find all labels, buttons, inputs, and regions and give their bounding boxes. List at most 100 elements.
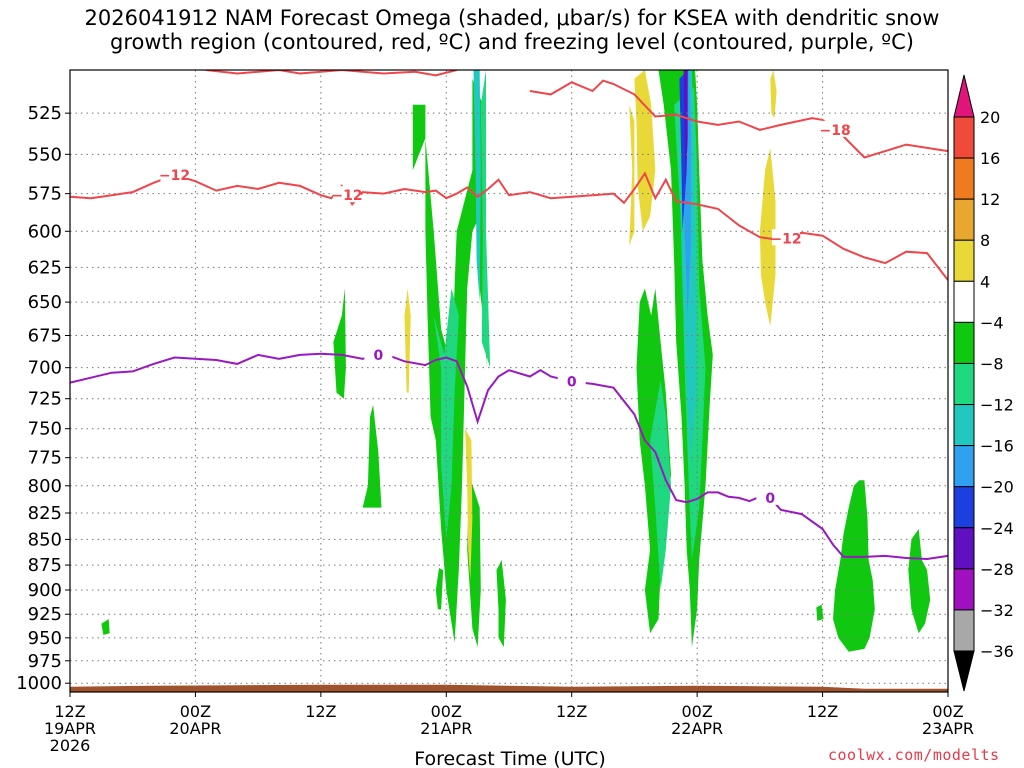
x-axis-label: Forecast Time (UTC) xyxy=(414,748,605,768)
terrain-layer xyxy=(70,684,948,692)
y-tick-label-650: 650 xyxy=(28,292,62,313)
contour-label-bg-0-0 xyxy=(160,165,189,182)
contour-label--12-0: −12 xyxy=(159,168,190,184)
x-tick-label-3-1: 00Z xyxy=(431,702,462,721)
omega-region-4 xyxy=(362,404,382,508)
terrain-surface xyxy=(70,684,948,692)
x-tick-label-5-2: 22APR xyxy=(671,719,723,738)
contour-label-bg-3-0 xyxy=(364,345,393,362)
x-tick-label-0-1: 12Z xyxy=(54,702,85,721)
x-tick-label-1-2: 20APR xyxy=(169,719,221,738)
omega-region-23 xyxy=(629,104,635,246)
y-tick-label-925: 925 xyxy=(28,604,62,625)
omega-region-8 xyxy=(833,480,875,652)
y-tick-label-700: 700 xyxy=(28,358,62,379)
y-tick-label-900: 900 xyxy=(28,580,62,601)
omega-region-14 xyxy=(650,380,671,590)
contour-label--12-1: −12 xyxy=(331,188,362,204)
omega-region-16 xyxy=(473,70,481,303)
y-tick-label-825: 825 xyxy=(28,503,62,524)
y-tick-label-525: 525 xyxy=(28,103,62,124)
omega-region-0 xyxy=(412,78,489,643)
contour-label-bg-1-0 xyxy=(821,120,850,137)
colorbar-bottom-triangle xyxy=(953,650,975,692)
omega-shading-layer xyxy=(101,70,931,652)
colorbar-box-4 xyxy=(953,280,975,323)
colorbar-box-5 xyxy=(953,321,975,364)
x-tick-label-6-1: 12Z xyxy=(807,702,838,721)
contour-label-bg-0-2 xyxy=(771,229,800,246)
colorbar-box-7 xyxy=(953,404,975,447)
colorbar-label-0: 20 xyxy=(980,108,1000,127)
omega-region-26 xyxy=(770,70,777,119)
colorbar-box-9 xyxy=(953,486,975,529)
plot-frame xyxy=(69,69,949,693)
site-credit: coolwx.com/modelts xyxy=(828,746,1000,764)
x-tick-label-1-1: 00Z xyxy=(180,702,211,721)
colorbar-box-11 xyxy=(953,568,975,611)
omega-region-24 xyxy=(634,70,656,232)
x-tick-label-0-3: 2026 xyxy=(50,736,91,755)
omega-region-9 xyxy=(908,529,931,634)
omega-region-12 xyxy=(433,288,459,540)
colorbar-label-1: 16 xyxy=(980,149,1000,168)
x-tick-label-2-1: 12Z xyxy=(305,702,336,721)
omega-region-2 xyxy=(496,560,506,648)
y-tick-label-850: 850 xyxy=(28,529,62,550)
contour-0-line xyxy=(70,352,948,561)
colorbar-box-6 xyxy=(953,362,975,406)
x-tick-label-5-1: 00Z xyxy=(681,702,712,721)
x-tick-label-0-2: 19APR xyxy=(44,719,96,738)
contour--12-line xyxy=(70,171,948,281)
colorbar-label-9: −20 xyxy=(980,478,1014,497)
colorbar-label-4: 4 xyxy=(980,272,990,291)
omega-region-22 xyxy=(465,428,473,581)
y-tick-label-800: 800 xyxy=(28,476,62,497)
y-tick-label-725: 725 xyxy=(28,389,62,410)
colorbar-label-7: −12 xyxy=(980,396,1014,415)
contour-label-bg-3-1 xyxy=(557,372,586,389)
omega-region-3 xyxy=(333,288,346,399)
omega-region-25 xyxy=(759,147,776,327)
colorbar-label-2: 12 xyxy=(980,190,1000,209)
contour-label--12-2: −12 xyxy=(770,231,801,247)
colorbar-label-6: −8 xyxy=(980,354,1004,373)
x-tick-label-7-2: 23APR xyxy=(922,719,974,738)
x-tick-label-3-2: 21APR xyxy=(420,719,472,738)
colorbar-label-5: −4 xyxy=(980,313,1004,332)
omega-region-5 xyxy=(435,568,444,610)
contour-label-bg-0-1 xyxy=(332,186,361,203)
x-tick-label-4-1: 12Z xyxy=(556,702,587,721)
chart-title-line2: growth region (contoured, red, ºC) and f… xyxy=(110,30,914,54)
y-tick-label-950: 950 xyxy=(28,628,62,649)
colorbar-label-10: −24 xyxy=(980,519,1014,538)
colorbar-box-3 xyxy=(953,239,975,282)
pressure-axis: 525 550 575 600 625 650 675 700 725 750 775 800 825 8… xyxy=(16,103,70,694)
y-tick-label-600: 600 xyxy=(28,221,62,242)
contour--18-fragment-line xyxy=(205,70,457,77)
colorbar-box-8 xyxy=(953,445,975,488)
y-tick-label-975: 975 xyxy=(28,651,62,672)
contour-label-0-2: 0 xyxy=(765,491,775,507)
y-tick-label-875: 875 xyxy=(28,555,62,576)
y-tick-label-750: 750 xyxy=(28,419,62,440)
colorbar-label-12: −32 xyxy=(980,601,1014,620)
y-tick-label-575: 575 xyxy=(28,184,62,205)
y-tick-label-675: 675 xyxy=(28,325,62,346)
colorbar-box-0 xyxy=(953,116,975,159)
y-tick-label-775: 775 xyxy=(28,448,62,469)
omega-region-13 xyxy=(480,70,491,368)
omega-region-20 xyxy=(683,70,688,186)
colorbar-box-2 xyxy=(953,198,975,241)
contour-label-bg-3-2 xyxy=(756,488,785,505)
colorbar-label-11: −28 xyxy=(980,560,1014,579)
colorbar-label-8: −16 xyxy=(980,437,1014,456)
y-tick-label-625: 625 xyxy=(28,257,62,278)
colorbar-box-10 xyxy=(953,527,975,570)
x-tick-label-7-1: 00Z xyxy=(932,702,963,721)
contour--18-line xyxy=(529,79,948,159)
omega-region-21 xyxy=(404,288,411,393)
omega-region-10 xyxy=(816,604,824,621)
contour-label-0-1: 0 xyxy=(567,374,577,390)
